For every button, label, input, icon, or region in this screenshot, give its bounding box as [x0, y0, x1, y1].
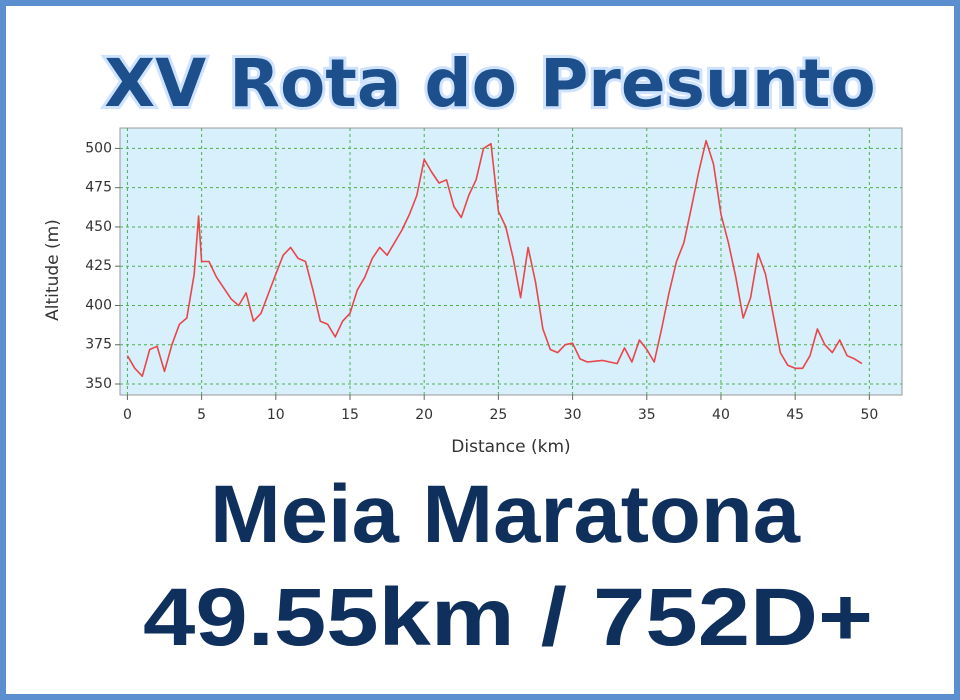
x-tick-label: 25: [489, 407, 507, 423]
x-tick-label: 15: [341, 407, 359, 423]
plot-area: [119, 127, 903, 396]
x-axis-label: Distance (km): [451, 437, 570, 457]
y-tick-label: 425: [85, 258, 112, 274]
y-axis-label: Altitude (m): [43, 219, 63, 321]
distance-info: 49.55km / 752D+: [143, 572, 873, 663]
y-tick-label: 450: [85, 219, 112, 235]
x-tick-label: 0: [123, 407, 132, 423]
y-tick-label: 475: [85, 180, 112, 196]
x-tick-label: 5: [197, 407, 206, 423]
y-tick-label: 400: [85, 297, 112, 313]
x-tick-label: 50: [860, 407, 878, 423]
y-tick-label: 500: [85, 140, 112, 156]
x-tick-label: 20: [415, 407, 433, 423]
elevation-line: [126, 139, 863, 377]
x-tick-label: 10: [267, 407, 285, 423]
x-tick-label: 45: [786, 407, 804, 423]
y-tick-label: 375: [85, 337, 112, 353]
y-tick-label: 350: [85, 376, 112, 392]
title: XV Rota do Presunto: [104, 45, 876, 122]
subtitle: Meia Maratona: [210, 469, 801, 560]
x-tick-label: 30: [564, 407, 582, 423]
x-tick-label: 40: [712, 407, 730, 423]
x-tick-label: 35: [638, 407, 656, 423]
